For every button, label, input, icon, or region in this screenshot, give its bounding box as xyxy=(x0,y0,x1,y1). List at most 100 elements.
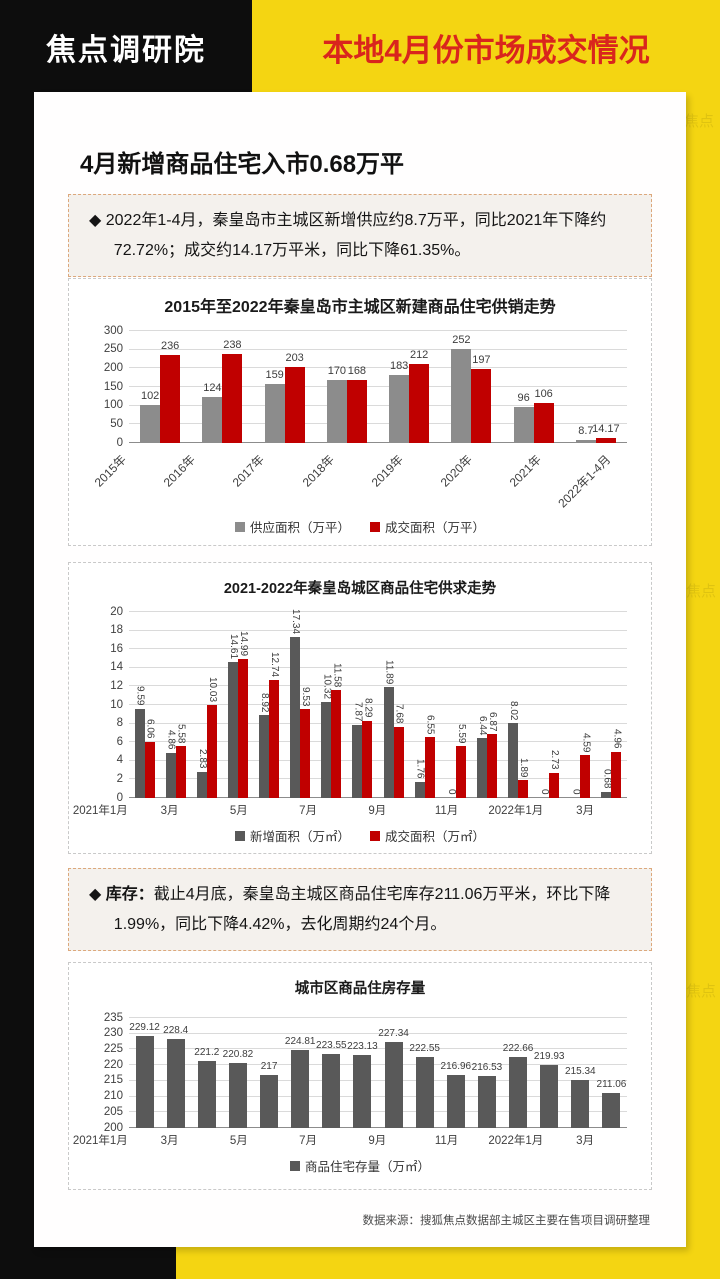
bar-column: 212 xyxy=(409,331,430,443)
bar xyxy=(291,1050,310,1128)
data-label: 10.03 xyxy=(206,676,218,702)
bar xyxy=(202,396,223,443)
bar xyxy=(389,374,410,443)
bar xyxy=(409,363,430,443)
bar-column: 1.89 xyxy=(518,612,529,798)
bar-group: 9.59 6.06 xyxy=(134,612,156,798)
bar xyxy=(326,379,347,443)
chart-plot-area: 0 2 4 6 8 10 12 14 16 18 20 9.59 6.06 4.86 5.58 2.83 10.… xyxy=(110,606,627,803)
x-tick-label: 7月 xyxy=(299,805,318,817)
bar-column: 0.68 xyxy=(601,612,613,798)
gridline xyxy=(129,1111,627,1113)
bar-column: 14.99 xyxy=(237,612,249,798)
chart-legend: 供应面积（万平） 成交面积（万平） xyxy=(83,517,637,536)
bar xyxy=(352,724,363,798)
data-label: 159 xyxy=(265,368,284,381)
data-label: 8.29 xyxy=(362,698,374,718)
bar xyxy=(259,715,270,798)
gridline xyxy=(129,330,627,331)
bar-group: 4.86 5.58 xyxy=(165,612,187,798)
gridline xyxy=(129,648,627,650)
bar-column: 7.68 xyxy=(393,612,405,798)
bar-group: 14.61 14.99 xyxy=(227,612,249,798)
legend-swatch-icon xyxy=(289,1160,300,1171)
bar-group: 228.4 xyxy=(163,1018,188,1128)
data-label: 216.96 xyxy=(440,1060,472,1072)
data-label: 5.59 xyxy=(455,723,467,744)
bar xyxy=(383,687,394,798)
bar-column: 14.61 xyxy=(227,612,239,798)
bar-group: 124 238 xyxy=(202,331,243,443)
legend-label: 成交面积（万平） xyxy=(385,521,486,535)
bar xyxy=(264,383,285,443)
gridline xyxy=(129,722,627,724)
bar-group: 7.87 8.29 xyxy=(352,612,374,798)
chart-title: 2021-2022年秦皇岛城区商品住宅供求走势 xyxy=(223,581,497,597)
legend-label: 供应面积（万平） xyxy=(249,521,350,535)
legend-label: 商品住宅存量（万㎡） xyxy=(304,1160,430,1174)
gridline xyxy=(129,629,627,631)
bar-column: 0 xyxy=(539,612,550,798)
bar-column: 228.4 xyxy=(163,1018,188,1128)
highlight-box-supply: ◆ 2022年1-4月，秦皇岛市主城区新增供应约8.7万平，同比2021年下降约… xyxy=(68,194,652,278)
gridline xyxy=(129,1017,627,1018)
y-tick-label: 6 xyxy=(116,735,123,748)
data-label: 212 xyxy=(409,348,429,361)
legend-item: 商品住宅存量（万㎡） xyxy=(289,1156,430,1175)
page-header-title: 本地4月份市场成交情况 xyxy=(322,32,650,68)
gridline xyxy=(129,685,627,687)
data-label: 4.86 xyxy=(165,730,177,750)
bar xyxy=(197,1061,216,1128)
gridline xyxy=(129,404,627,406)
data-label: 183 xyxy=(389,359,409,372)
bar-column: 5.59 xyxy=(455,612,467,798)
data-label: 227.34 xyxy=(378,1028,409,1040)
bar-column: 2.73 xyxy=(549,612,560,798)
x-tick-label: 3月 xyxy=(160,1135,179,1147)
legend-item: 供应面积（万平） xyxy=(234,517,350,536)
bar xyxy=(446,1074,465,1128)
bar xyxy=(595,437,616,443)
bar-column: 7.87 xyxy=(352,612,363,798)
legend-swatch-icon xyxy=(370,521,380,532)
bar-column: 221.2 xyxy=(194,1018,219,1128)
bar xyxy=(196,771,207,798)
gridline xyxy=(129,759,627,761)
data-label: 6.06 xyxy=(144,719,156,739)
bar-group: 222.55 xyxy=(409,1018,440,1128)
bar xyxy=(144,741,155,798)
data-label: 216.53 xyxy=(471,1062,503,1074)
data-label: 0.68 xyxy=(601,769,613,789)
bar xyxy=(477,1076,496,1128)
bar-group: 2.83 10.03 xyxy=(196,612,218,798)
y-tick-label: 215 xyxy=(103,1074,123,1087)
bar-group: 170 168 xyxy=(326,331,367,443)
bar-column: 223.13 xyxy=(347,1018,378,1128)
x-tick-label: 7月 xyxy=(299,1135,318,1147)
bar xyxy=(513,407,534,443)
data-label: 221.2 xyxy=(194,1047,220,1059)
x-axis-labels: 2021年1月 3月 5月 7月 9月 11月 2022年1月 3月 xyxy=(73,798,637,818)
bar-group: 17.34 9.53 xyxy=(290,609,311,798)
bar xyxy=(518,780,529,798)
bars-layer: 229.12 228.4 221.2 220.82 217 224.81 223.55 223… xyxy=(129,1018,627,1128)
chart-plot-area: 200 205 210 215 220 225 230 235 229.12 228.4 221.2… xyxy=(104,1012,627,1133)
bar xyxy=(300,709,311,798)
bar xyxy=(580,755,591,798)
x-tick-label: 2021年1月 xyxy=(72,805,128,817)
bar-column: 6.06 xyxy=(144,612,156,798)
data-label: 14.61 xyxy=(227,634,239,660)
y-tick-label: 8 xyxy=(116,717,123,730)
y-tick-label: 200 xyxy=(103,361,123,374)
gridline xyxy=(129,386,627,387)
x-tick-label: 11月 xyxy=(434,1135,459,1147)
data-label: 9.59 xyxy=(134,686,146,706)
bar-group: 10.32 11.58 xyxy=(321,612,342,798)
bars-layer: 102 236 124 238 159 203 170 168 183 212 252 197 96 10… xyxy=(129,331,627,443)
data-label: 217 xyxy=(260,1060,278,1072)
x-tick-label: 2022年1月 xyxy=(488,805,544,817)
data-label: 222.55 xyxy=(409,1043,440,1055)
chart-legend: 新增面积（万㎡） 成交面积（万㎡） xyxy=(83,826,637,845)
bar xyxy=(321,702,332,798)
